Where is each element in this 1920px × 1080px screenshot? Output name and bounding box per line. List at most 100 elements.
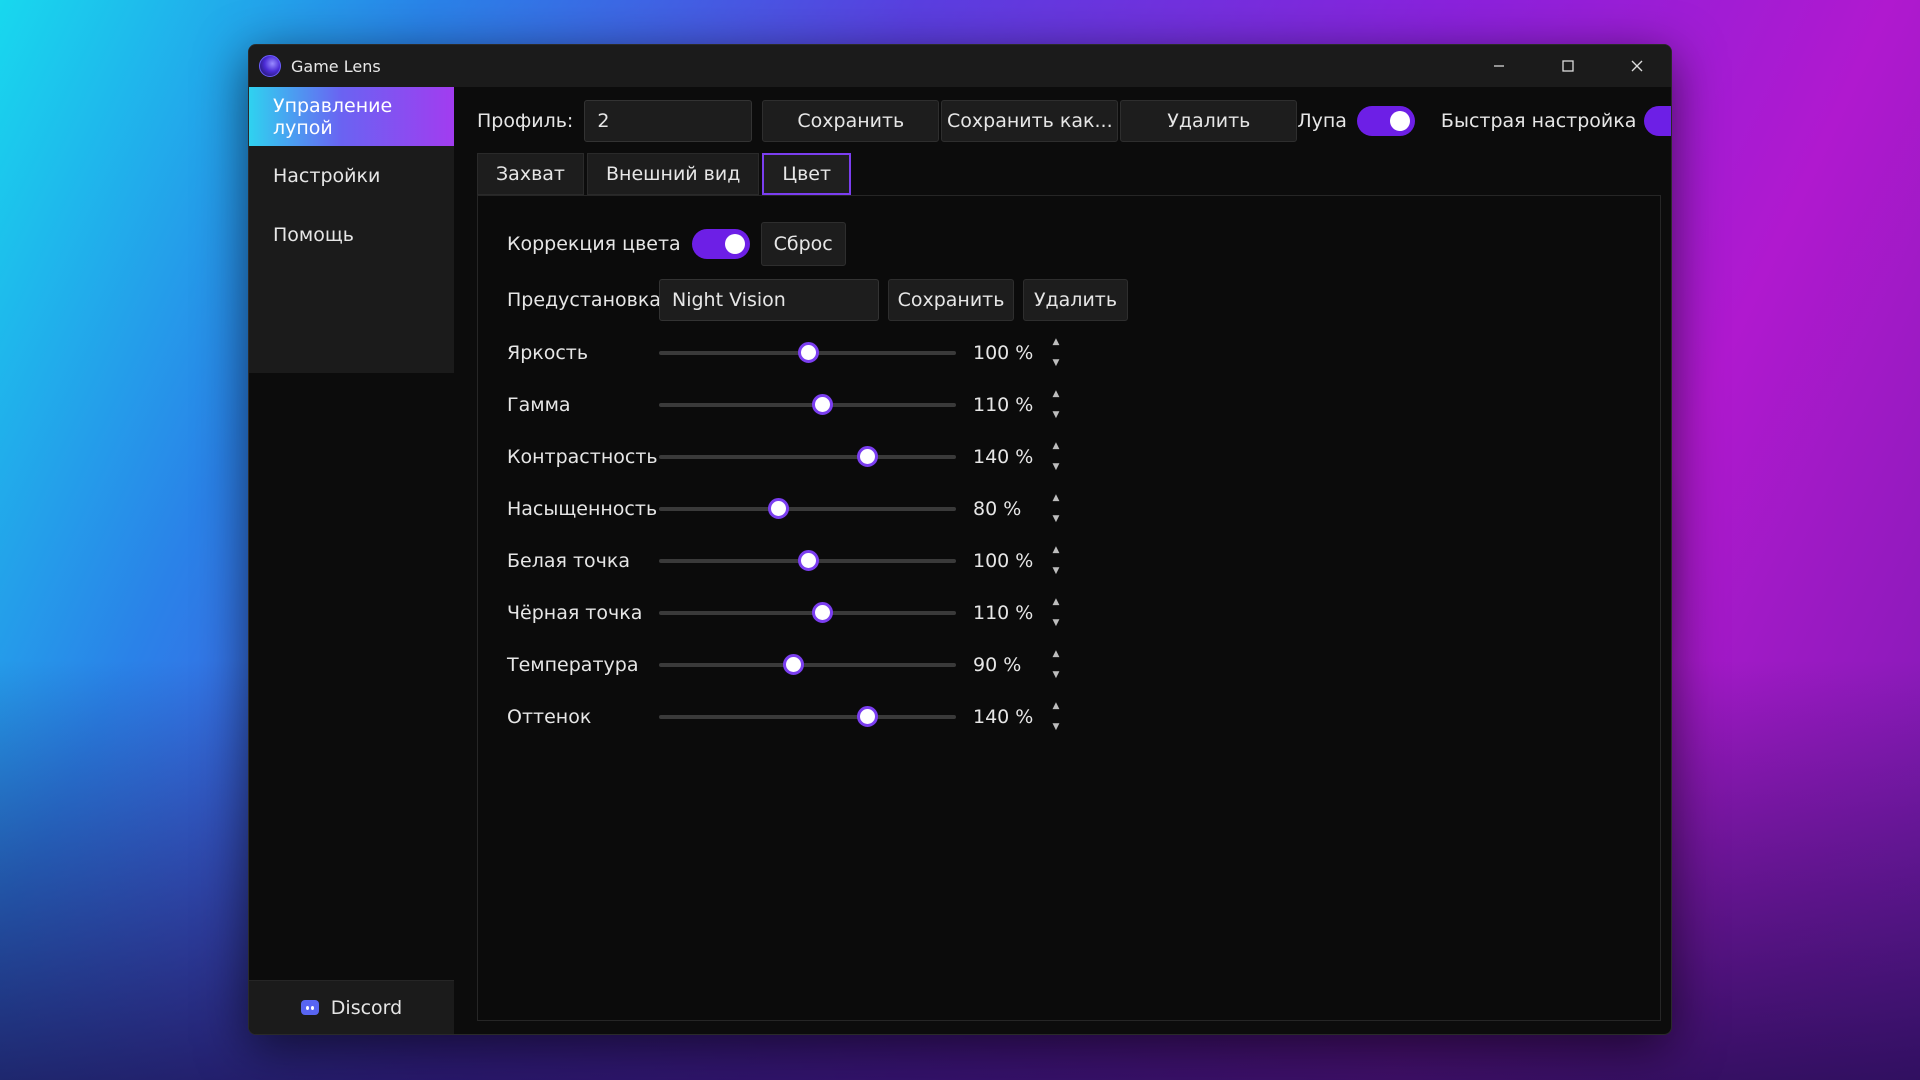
- slider-row-brightness: Яркость 100 % ▲ ▼: [507, 338, 1067, 368]
- spin-down-icon: ▼: [1052, 618, 1060, 628]
- minimize-icon: [1493, 65, 1504, 67]
- slider-thumb[interactable]: [856, 706, 878, 727]
- sidebar: Управление лупой Настройки Помощь: [249, 87, 454, 373]
- slider-track[interactable]: [659, 394, 956, 415]
- profile-save-as-button[interactable]: Сохранить как...: [941, 100, 1119, 142]
- slider-track[interactable]: [659, 706, 956, 727]
- preset-delete-button[interactable]: Удалить: [1023, 279, 1128, 321]
- slider-label: Белая точка: [507, 550, 631, 572]
- minimize-button[interactable]: [1464, 45, 1533, 87]
- value-spinner[interactable]: ▲ ▼: [1049, 442, 1063, 472]
- slider-value: 140 %: [973, 446, 1034, 468]
- discord-button[interactable]: Discord: [249, 980, 454, 1034]
- sidebar-item-help[interactable]: Помощь: [273, 223, 354, 246]
- slider-row-white-point: Белая точка 100 % ▲ ▼: [507, 546, 1067, 576]
- color-correction-label: Коррекция цвета: [507, 233, 681, 255]
- quick-setup-toggle[interactable]: [1644, 106, 1671, 136]
- value-spinner[interactable]: ▲ ▼: [1049, 546, 1063, 576]
- slider-track[interactable]: [659, 654, 956, 675]
- preset-label: Предустановка: [507, 289, 661, 311]
- spin-down-icon: ▼: [1052, 722, 1060, 732]
- discord-label: Discord: [330, 996, 403, 1019]
- slider-value: 100 %: [973, 342, 1034, 364]
- slider-thumb[interactable]: [812, 602, 834, 623]
- profile-delete-button[interactable]: Удалить: [1120, 100, 1298, 142]
- slider-value: 110 %: [973, 394, 1034, 416]
- spin-up-icon: ▲: [1052, 337, 1060, 347]
- maximize-icon: [1561, 60, 1574, 72]
- reset-button[interactable]: Сброс: [760, 222, 846, 266]
- profile-input[interactable]: [584, 100, 753, 142]
- color-panel: Коррекция цвета Сброс Предустановка Сохр…: [477, 195, 1661, 1021]
- value-spinner[interactable]: ▲ ▼: [1049, 650, 1063, 680]
- quick-setup-label: Быстрая настройка: [1440, 110, 1637, 132]
- slider-track[interactable]: [659, 602, 956, 623]
- slider-row-black-point: Чёрная точка 110 % ▲ ▼: [507, 598, 1067, 628]
- slider-label: Контрастность: [507, 446, 658, 468]
- magnifier-toggle[interactable]: [1356, 106, 1415, 136]
- slider-track[interactable]: [659, 342, 956, 363]
- spin-down-icon: ▼: [1052, 670, 1060, 680]
- value-spinner[interactable]: ▲ ▼: [1049, 598, 1063, 628]
- slider-thumb[interactable]: [812, 394, 834, 415]
- profile-save-button[interactable]: Сохранить: [762, 100, 940, 142]
- spin-up-icon: ▲: [1052, 389, 1060, 399]
- spin-down-icon: ▼: [1052, 410, 1060, 420]
- slider-label: Яркость: [507, 342, 589, 364]
- slider-thumb[interactable]: [767, 498, 789, 519]
- profile-toolbar: Профиль: Сохранить Сохранить как... Удал…: [477, 99, 1671, 143]
- slider-label: Температура: [507, 654, 639, 676]
- close-button[interactable]: [1602, 45, 1671, 87]
- discord-icon: [300, 1000, 319, 1015]
- spin-down-icon: ▼: [1052, 514, 1060, 524]
- preset-save-button[interactable]: Сохранить: [888, 279, 1014, 321]
- spin-up-icon: ▲: [1052, 649, 1060, 659]
- slider-label: Чёрная точка: [507, 602, 643, 624]
- slider-track[interactable]: [659, 550, 956, 571]
- title-bar[interactable]: Game Lens: [249, 45, 1671, 87]
- slider-label: Оттенок: [507, 706, 592, 728]
- preset-row: Предустановка Сохранить Удалить: [507, 278, 1128, 322]
- sidebar-item-magnifier-control[interactable]: Управление лупой: [249, 87, 454, 146]
- slider-track[interactable]: [659, 446, 956, 467]
- slider-row-tint: Оттенок 140 % ▲ ▼: [507, 702, 1067, 732]
- slider-value: 100 %: [973, 550, 1034, 572]
- spin-up-icon: ▲: [1052, 597, 1060, 607]
- value-spinner[interactable]: ▲ ▼: [1049, 338, 1063, 368]
- tab-color[interactable]: Цвет: [762, 153, 852, 195]
- slider-row-temperature: Температура 90 % ▲ ▼: [507, 650, 1067, 680]
- tab-bar: Захват Внешний вид Цвет: [477, 153, 854, 195]
- slider-row-saturation: Насыщенность 80 % ▲ ▼: [507, 494, 1067, 524]
- maximize-button[interactable]: [1533, 45, 1602, 87]
- slider-thumb[interactable]: [797, 550, 819, 571]
- slider-row-contrast: Контрастность 140 % ▲ ▼: [507, 442, 1067, 472]
- sidebar-item-settings[interactable]: Настройки: [273, 164, 381, 187]
- slider-thumb[interactable]: [797, 342, 819, 363]
- spin-down-icon: ▼: [1052, 462, 1060, 472]
- slider-row-gamma: Гамма 110 % ▲ ▼: [507, 390, 1067, 420]
- value-spinner[interactable]: ▲ ▼: [1049, 494, 1063, 524]
- spin-up-icon: ▲: [1052, 545, 1060, 555]
- value-spinner[interactable]: ▲ ▼: [1049, 702, 1063, 732]
- preset-input[interactable]: [659, 279, 879, 321]
- spin-up-icon: ▲: [1052, 701, 1060, 711]
- slider-value: 110 %: [973, 602, 1034, 624]
- spin-up-icon: ▲: [1052, 493, 1060, 503]
- value-spinner[interactable]: ▲ ▼: [1049, 390, 1063, 420]
- close-icon: [1631, 60, 1642, 72]
- app-logo-icon: [259, 55, 281, 77]
- slider-thumb[interactable]: [856, 446, 878, 467]
- slider-value: 140 %: [973, 706, 1034, 728]
- magnifier-label: Лупа: [1297, 110, 1347, 132]
- slider-value: 80 %: [973, 498, 1022, 520]
- slider-track[interactable]: [659, 498, 956, 519]
- color-correction-row: Коррекция цвета Сброс: [507, 222, 846, 266]
- color-correction-toggle[interactable]: [691, 229, 750, 259]
- tab-capture[interactable]: Захват: [477, 153, 584, 195]
- window-controls: [1464, 45, 1671, 87]
- tab-appearance[interactable]: Внешний вид: [586, 153, 760, 195]
- slider-thumb[interactable]: [782, 654, 804, 675]
- profile-label: Профиль:: [477, 110, 574, 132]
- slider-label: Насыщенность: [507, 498, 658, 520]
- slider-label: Гамма: [507, 394, 571, 416]
